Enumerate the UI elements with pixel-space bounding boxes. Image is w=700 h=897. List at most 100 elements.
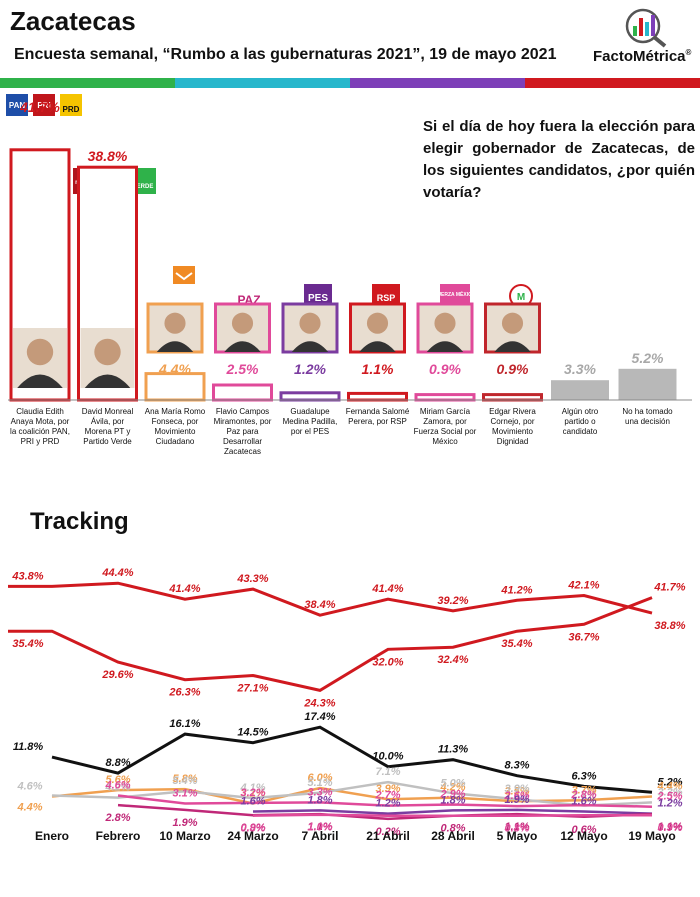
tracking-point-label: 41.2% [500, 584, 532, 596]
bar-5 [347, 391, 408, 402]
candidate-label: Algún otro partido o candidato [562, 407, 599, 436]
person-body-icon [359, 341, 396, 352]
tracking-point-label: 38.8% [654, 620, 685, 632]
tracking-point-label: 1.2% [375, 798, 400, 810]
series-line-0 [8, 581, 653, 617]
bar-value-label: 0.9% [429, 361, 461, 377]
tracking-line-chart: 43.8% 44.4% 41.4% 43.3% 38.4% 41.4% 39.2% 41.2%… [8, 567, 686, 843]
person-icon [434, 312, 456, 334]
brand-name: FactoMétrica® [593, 48, 692, 65]
tracking-point-label: 4.4% [16, 802, 42, 814]
tracking-point-label: 1.9% [504, 794, 529, 806]
factometrica-logo-icon [625, 8, 667, 48]
bar-value-label: 5.2% [632, 350, 664, 366]
series-line-3 [51, 786, 653, 805]
series-line-5 [117, 794, 653, 808]
tracking-point-label: 43.8% [11, 570, 43, 582]
tracking-point-label: 35.4% [12, 638, 43, 650]
tracking-point-label: 5.0% [440, 777, 465, 789]
tracking-point-label: 5.8% [172, 773, 197, 785]
tracking-point-label: 14.5% [237, 727, 268, 739]
pan-pri-prd-logos: PAN PRI PRD [6, 94, 82, 116]
tracking-point-label: 35.4% [501, 638, 532, 650]
bar-7 [482, 393, 543, 402]
header-color-bar [0, 78, 700, 88]
candidate-label: Flavio Campos Miramontes, por Paz para Desa… [214, 407, 272, 456]
tracking-point-label: 11.8% [13, 741, 44, 753]
tracking-point-label: 16.1% [169, 718, 200, 730]
bar-value-label: 2.5% [226, 361, 259, 377]
person-icon [94, 338, 121, 366]
violet-segment [350, 78, 525, 88]
tracking-point-label: 4.6% [104, 779, 130, 791]
bar-6 [414, 393, 476, 402]
x-axis-tick-label: Febrero [96, 829, 141, 843]
mc-logo [173, 266, 195, 284]
tracking-point-label: 7.1% [375, 766, 400, 778]
tracking-point-label: 3.2% [240, 787, 265, 799]
person-body-icon [494, 341, 531, 352]
person-icon [299, 312, 321, 334]
svg-text:RSP: RSP [377, 293, 396, 303]
candidate-label: Fernanda Salomé Perera, por RSP [346, 407, 410, 426]
page-title: Zacatecas [10, 6, 136, 36]
bar-value-label: 41.7% [19, 99, 60, 115]
tracking-point-label: 1.1% [504, 821, 529, 833]
tracking-point-label: 2.7% [570, 790, 596, 802]
person-icon [366, 312, 389, 334]
x-axis-tick-label: 7 Abril [302, 829, 339, 843]
tracking-point-label: 4.6% [16, 780, 42, 792]
x-axis-tick-label: 21 Abril [366, 829, 410, 843]
svg-text:FUERZA MÉXICO: FUERZA MÉXICO [434, 290, 475, 298]
candidate-label: Edgar Rivera Cornejo, por Movimiento Dignid… [489, 407, 536, 446]
person-body-icon [224, 341, 261, 352]
tracking-point-label: 3.9% [375, 783, 400, 795]
candidate-label: Claudia Edith Anaya Mota, por la coalición… [10, 407, 70, 446]
bar-4 [279, 391, 341, 402]
tracking-point-label: 44.4% [101, 567, 133, 579]
tracking-point-label: 10.0% [372, 751, 403, 763]
tracking-series-group: 43.8% 44.4% 41.4% 43.3% 38.4% 41.4% 39.2% 41.2%… [8, 567, 686, 843]
tracking-point-label: 1.1% [657, 821, 682, 833]
tracking-point-label: 0.8% [504, 823, 529, 835]
verde-badge: VERDE [133, 184, 154, 190]
series-line-8 [252, 813, 652, 817]
x-axis-tick-label: 10 Marzo [159, 829, 210, 843]
tracking-point-label: 26.3% [168, 687, 200, 699]
tracking-point-label: 3.3% [307, 786, 332, 798]
x-axis-tick-label: 28 Abril [431, 829, 475, 843]
tracking-point-label: 1.1% [307, 821, 332, 833]
bar-8 [551, 380, 609, 400]
tracking-point-label: 36.7% [568, 631, 599, 643]
series-line-6 [252, 808, 653, 815]
tracking-point-label: 3.5% [504, 785, 529, 797]
candidate-label: Miriam García Zamora, por Fuerza Social po… [414, 407, 477, 446]
tracking-point-label: 5.1% [307, 777, 332, 789]
tracking-point-label: 1.0% [307, 822, 332, 834]
tracking-point-label: 17.4% [304, 711, 335, 723]
person-icon [231, 312, 254, 334]
tracking-point-label: 2.9% [439, 789, 465, 801]
tracking-point-label: 41.4% [168, 583, 200, 595]
tracking-point-label: 5.6% [105, 774, 130, 786]
tracking-point-label: 0.9% [240, 822, 265, 834]
tracking-point-label: 6.0% [307, 772, 332, 784]
tracking-point-label: 1.8% [307, 794, 332, 806]
tracking-point-label: 4.1% [239, 782, 265, 794]
tracking-point-label: 3.3% [657, 786, 682, 798]
tracking-point-label: 24.3% [303, 697, 335, 709]
tracking-point-label: 11.3% [438, 744, 469, 756]
tracking-point-label: 1.9% [172, 817, 197, 829]
tracking-point-label: 0.9% [657, 822, 682, 834]
candidate-label: David Monreal Ávila, por Morena PT y Partid… [82, 407, 134, 446]
tracking-point-label: 41.4% [371, 583, 403, 595]
tracking-point-label: 43.3% [236, 573, 268, 585]
tracking-point-label: 5.2% [657, 776, 682, 788]
tracking-point-label: 1.2% [657, 798, 682, 810]
x-axis-tick-label: 12 Mayo [560, 829, 607, 843]
bar-value-label: 4.4% [158, 361, 191, 377]
tracking-point-label: 1.6% [240, 795, 265, 807]
cyan-segment [175, 78, 350, 88]
tracking-point-label: 0.8% [440, 823, 465, 835]
candidate-label: Guadalupe Medina Padilla, por el PES [283, 407, 338, 436]
